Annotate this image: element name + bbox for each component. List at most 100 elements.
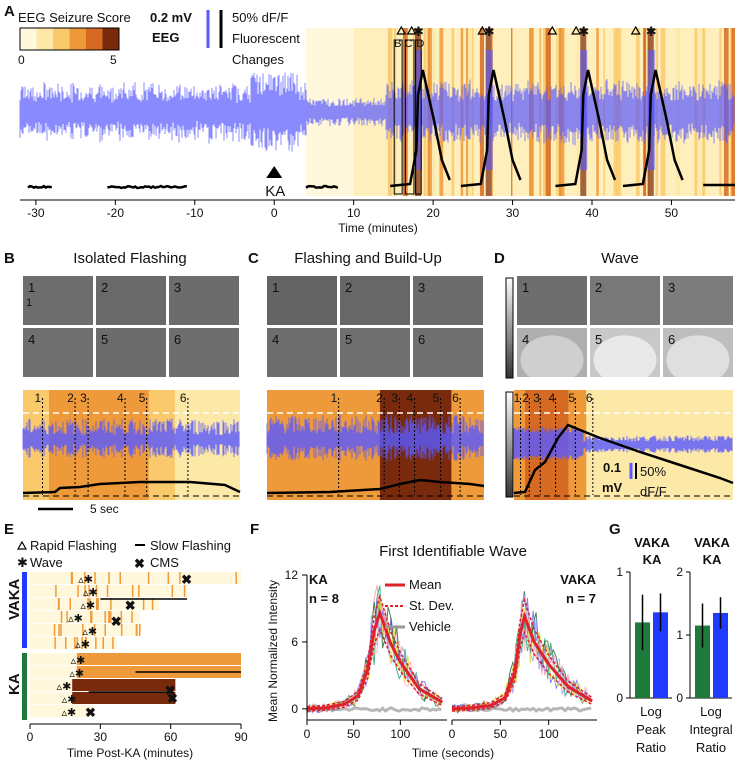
panel-d-title: Wave — [601, 250, 639, 267]
image-frame: 3 — [413, 276, 483, 325]
x-axis-label: Time (minutes) — [338, 221, 418, 235]
wave-star-icon: ▵✱ — [78, 574, 93, 586]
image-frame: 4 — [517, 328, 587, 385]
frame-number: 5 — [595, 332, 602, 347]
g-vaka-label: VAKA — [694, 535, 730, 550]
vaka-group-label: VAKA — [6, 578, 23, 620]
x-tick-label: -20 — [107, 206, 125, 220]
g-ka-label: KA — [643, 552, 662, 567]
slow-flashing-legend: Slow Flashing — [150, 538, 231, 553]
y-tick-label: 1 — [676, 628, 683, 642]
frame-number: 3 — [174, 280, 181, 295]
wave-star-icon: ▵✱ — [68, 613, 83, 625]
image-frame: 2 — [96, 276, 166, 325]
mean-line — [306, 608, 444, 711]
rapid-flashing-legend-icon — [16, 540, 28, 550]
image-frame: 6 — [169, 328, 239, 377]
ka-animal-row: ▵✱ — [30, 692, 176, 706]
x-tick-label: 100 — [539, 727, 559, 741]
x-tick-label: 100 — [390, 727, 410, 741]
f-vaka-label: VAKA — [560, 572, 596, 587]
wave-star-icon: ▵✱ — [82, 626, 97, 638]
fluor-scale-line: Fluorescent — [232, 31, 300, 46]
image-frame: 4 — [23, 328, 93, 377]
frame-number: 3 — [668, 280, 675, 295]
image-frame: 5 — [340, 328, 410, 377]
frame-number: 1 — [522, 280, 529, 295]
panel-b-title: Isolated Flashing — [73, 250, 186, 267]
cms-icon: ✖ — [165, 683, 176, 698]
mean-line — [451, 611, 593, 711]
f-ka-label: KA — [309, 572, 328, 587]
g-axis-label: Integral — [689, 722, 732, 737]
image-frame: 2 — [590, 276, 660, 325]
vaka-animal-row: ▵✱ — [30, 585, 188, 599]
cms-icon: ✖ — [85, 705, 96, 720]
bar-vaka — [653, 612, 668, 698]
b-time-marker: 3 — [80, 391, 87, 405]
vaka-group-bar — [22, 572, 27, 648]
bar-plot-1 — [686, 571, 732, 699]
frame-number: 6 — [418, 332, 425, 347]
rapid-flashing-icon — [406, 25, 417, 35]
d-fluor-unit: dF/F — [640, 484, 667, 499]
st-dev-line — [306, 593, 443, 708]
image-frame: 3 — [169, 276, 239, 325]
fluor-scale-line: Changes — [232, 52, 285, 67]
intensity-colorbar-lower — [505, 391, 514, 498]
d-time-marker: 6 — [586, 391, 593, 405]
b-time-marker: 1 — [35, 391, 42, 405]
y-tick-label: 0 — [291, 702, 298, 716]
image-frame: 6 — [663, 328, 733, 385]
x-tick-label: -10 — [186, 206, 204, 220]
fluorescence-trace — [27, 69, 735, 190]
x-tick-label: 0 — [304, 727, 311, 741]
frame-number: 2 — [345, 280, 352, 295]
intensity-colorbar — [505, 277, 514, 379]
c-time-marker: 2 — [376, 391, 383, 405]
d-time-marker: 3 — [533, 391, 540, 405]
legend-st-dev: St. Dev. — [409, 598, 454, 613]
x-tick-label: 60 — [164, 730, 178, 744]
trace-B — [22, 390, 241, 500]
wave-star-icon: ▵✱ — [57, 681, 72, 693]
seizure-score-legend — [19, 27, 120, 51]
x-tick-label: 90 — [234, 730, 248, 744]
bar-vaka — [713, 612, 728, 698]
frame-number: 5 — [345, 332, 352, 347]
vaka-animal-row: ▵✱ — [30, 611, 141, 625]
image-frame: 5 — [590, 328, 660, 385]
x-tick-label: 0 — [27, 730, 34, 744]
d-eeg-scale-value: 0.1 — [603, 460, 621, 475]
vaka-animal-row: ▵✱ — [30, 637, 117, 651]
d-time-marker: 1 — [514, 391, 521, 405]
wave-legend-icon: ✱ — [17, 555, 28, 570]
x-tick-label: 0 — [271, 206, 278, 220]
y-tick-label: 1 — [616, 565, 623, 579]
panel-label-e: E — [4, 521, 14, 538]
panel-label-c: C — [248, 250, 259, 267]
d-eeg-scale-unit: mV — [602, 480, 623, 495]
ka-group-bar — [22, 653, 27, 720]
image-frames-B: 1 2 3 4 5 6 — [23, 276, 239, 377]
g-axis-label: Peak — [636, 722, 666, 737]
wave-star-icon: ▵✱ — [69, 668, 84, 680]
cms-icon: ✖ — [167, 691, 178, 706]
wave-star-icon: ▵✱ — [80, 600, 95, 612]
panel-f-title: First Identifiable Wave — [379, 543, 527, 560]
panel-g — [626, 571, 732, 699]
vaka-animal-row: ▵✱ — [30, 572, 241, 586]
frame-number: 6 — [174, 332, 181, 347]
seizure-legend-max: 5 — [110, 53, 117, 67]
ka-injection-icon — [266, 166, 283, 178]
wave-star-icon: ✱ — [646, 24, 657, 39]
panel-label-g: G — [609, 521, 621, 538]
wave-star-icon: ▵✱ — [71, 655, 86, 667]
x-tick-label: -30 — [27, 206, 45, 220]
ka-label: KA — [265, 183, 285, 200]
cms-legend-icon: ✖ — [134, 556, 145, 571]
cms-icon: ✖ — [181, 572, 192, 587]
c-time-marker: 5 — [433, 391, 440, 405]
rapid-flashing-icon — [630, 25, 641, 35]
